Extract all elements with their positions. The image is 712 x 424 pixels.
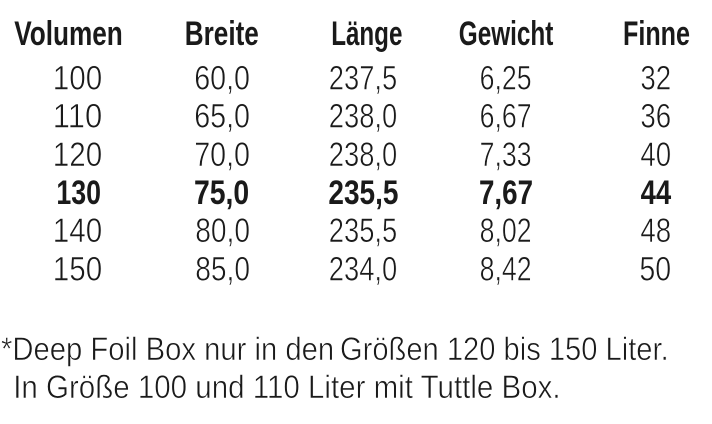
svg-text:Breite: Breite [185, 15, 259, 53]
svg-text:130: 130 [56, 174, 101, 212]
svg-text:75,0: 75,0 [194, 174, 249, 212]
svg-text:150: 150 [53, 250, 102, 288]
svg-text:235,5: 235,5 [328, 174, 398, 212]
svg-text:110: 110 [53, 98, 102, 136]
svg-text:44: 44 [641, 174, 672, 212]
svg-text:7,33: 7,33 [480, 136, 532, 174]
svg-text:40: 40 [640, 136, 671, 174]
svg-text:In Größe 100 und 110 Liter mit: In Größe 100 und 110 Liter mit Tuttle Bo… [13, 369, 560, 405]
svg-text:36: 36 [640, 98, 671, 136]
svg-text:48: 48 [640, 212, 671, 250]
svg-text:85,0: 85,0 [195, 250, 250, 288]
svg-text:8,02: 8,02 [480, 212, 532, 250]
svg-text:6,25: 6,25 [480, 59, 532, 97]
svg-text:237,5: 237,5 [329, 59, 397, 97]
svg-text:234,0: 234,0 [329, 250, 397, 288]
svg-text:80,0: 80,0 [195, 212, 250, 250]
svg-text:Finne: Finne [623, 15, 690, 53]
svg-text:50: 50 [639, 250, 671, 288]
svg-text:140: 140 [53, 212, 102, 250]
svg-text:*Deep Foil Box nur in den: *Deep Foil Box nur in den [1, 331, 334, 367]
svg-text:6,67: 6,67 [480, 98, 532, 136]
svg-text:Volumen: Volumen [14, 15, 123, 53]
svg-text:238,0: 238,0 [329, 98, 397, 136]
svg-text:32: 32 [640, 59, 671, 97]
svg-text:120: 120 [53, 136, 102, 174]
svg-text:60,0: 60,0 [194, 59, 250, 97]
svg-text:100: 100 [53, 59, 102, 97]
svg-text:70,0: 70,0 [194, 136, 250, 174]
svg-text:Länge: Länge [331, 15, 402, 53]
svg-text:7,67: 7,67 [479, 174, 533, 212]
svg-text:65,0: 65,0 [194, 98, 250, 136]
svg-text:Größen 120 bis 150 Liter.: Größen 120 bis 150 Liter. [340, 331, 669, 367]
svg-text:Gewicht: Gewicht [459, 15, 554, 53]
svg-text:235,5: 235,5 [329, 212, 397, 250]
svg-text:8,42: 8,42 [480, 250, 532, 288]
svg-text:238,0: 238,0 [329, 136, 397, 174]
